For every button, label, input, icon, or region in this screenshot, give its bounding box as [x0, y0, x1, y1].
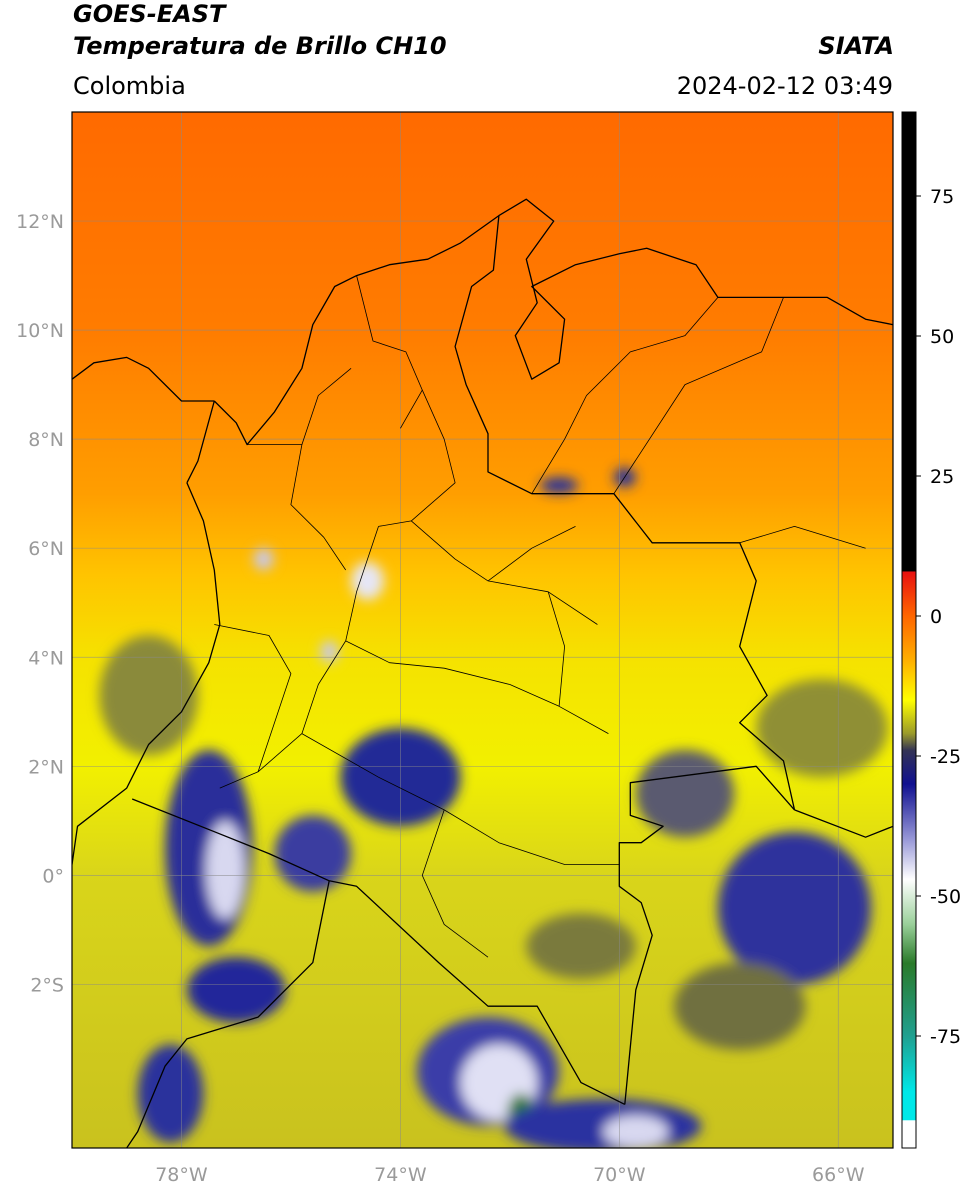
department-border — [290, 444, 347, 571]
map-frame — [71, 111, 894, 1149]
department-border — [345, 640, 609, 734]
lon-label: 74°W — [374, 1164, 427, 1186]
colorbar-tick-label: 0 — [930, 606, 942, 628]
map-area — [72, 112, 893, 1148]
lat-label: 0° — [42, 865, 64, 887]
lat-label: 6°N — [28, 538, 64, 560]
cloud-cell — [137, 1044, 204, 1143]
colorbar-tick-label: -25 — [930, 746, 961, 768]
department-border — [378, 389, 456, 527]
cloud-cell — [674, 962, 806, 1050]
colorbar-tick-label: 75 — [930, 186, 954, 208]
border-col-ecu — [131, 798, 330, 882]
department-border — [356, 275, 423, 429]
cloud-cell — [320, 640, 339, 663]
cloud-cell — [253, 548, 274, 571]
colorbar-tick-label: 50 — [930, 326, 954, 348]
department-border — [487, 526, 576, 582]
border-panama — [186, 400, 215, 484]
lat-label: 10°N — [16, 320, 64, 342]
lat-label: 2°N — [28, 756, 64, 778]
cloud-cell — [99, 635, 198, 756]
border-col-per — [329, 880, 626, 1105]
lat-label: 8°N — [28, 429, 64, 451]
region-label: Colombia — [73, 72, 186, 100]
state-border — [613, 297, 784, 494]
cloud-cell — [526, 913, 636, 979]
lon-tick-labels: 78°W 74°W 70°W 66°W — [155, 1164, 864, 1186]
colorbar-tick-label: -50 — [930, 886, 961, 908]
colorbar-tick-label: -75 — [930, 1026, 961, 1048]
datetime-label: 2024-02-12 03:49 — [676, 72, 893, 100]
coast-panama — [72, 356, 215, 402]
cloud-cell — [186, 957, 286, 1023]
cloud-cell — [351, 561, 384, 601]
lat-label: 2°S — [30, 974, 64, 996]
cloud-cell — [274, 815, 352, 892]
cloud-cell — [602, 1115, 669, 1148]
lon-label: 78°W — [155, 1164, 208, 1186]
state-border — [531, 297, 719, 494]
title-line2: Temperatura de Brillo CH10 — [73, 32, 447, 60]
cloud-cell — [635, 749, 735, 838]
border-bra-ven — [794, 809, 893, 838]
cloud-cell — [539, 477, 579, 494]
border-ecu-per — [126, 880, 330, 1148]
department-border — [214, 624, 292, 772]
cloud-cell — [206, 820, 245, 919]
borders — [72, 198, 893, 1148]
org-label: SIATA — [818, 32, 894, 60]
colorbar — [901, 111, 917, 1149]
coast-colombia-caribbean — [213, 198, 893, 446]
department-border — [301, 733, 620, 865]
lon-label: 70°W — [593, 1164, 646, 1186]
colorbar-tick-labels: 75 50 25 0 -25 -50 -75 — [916, 186, 961, 1048]
lon-label: 66°W — [812, 1164, 865, 1186]
department-border — [547, 591, 565, 707]
border-col-bra — [618, 765, 795, 1105]
cloud-cell — [717, 831, 872, 985]
cloud-cell — [756, 679, 888, 778]
lat-tick-labels: 12°N 10°N 8°N 6°N 4°N 2°N 0° 2°S — [16, 211, 64, 996]
coast-pacific — [72, 482, 221, 865]
cloud-cell — [504, 1098, 702, 1148]
department-border — [421, 809, 489, 958]
title-line1: GOES-EAST — [73, 0, 226, 28]
state-border — [739, 526, 866, 549]
department-border — [247, 367, 352, 445]
colorbar-tick-label: 25 — [930, 466, 954, 488]
lat-label: 12°N — [16, 211, 64, 233]
lat-label: 4°N — [28, 647, 64, 669]
